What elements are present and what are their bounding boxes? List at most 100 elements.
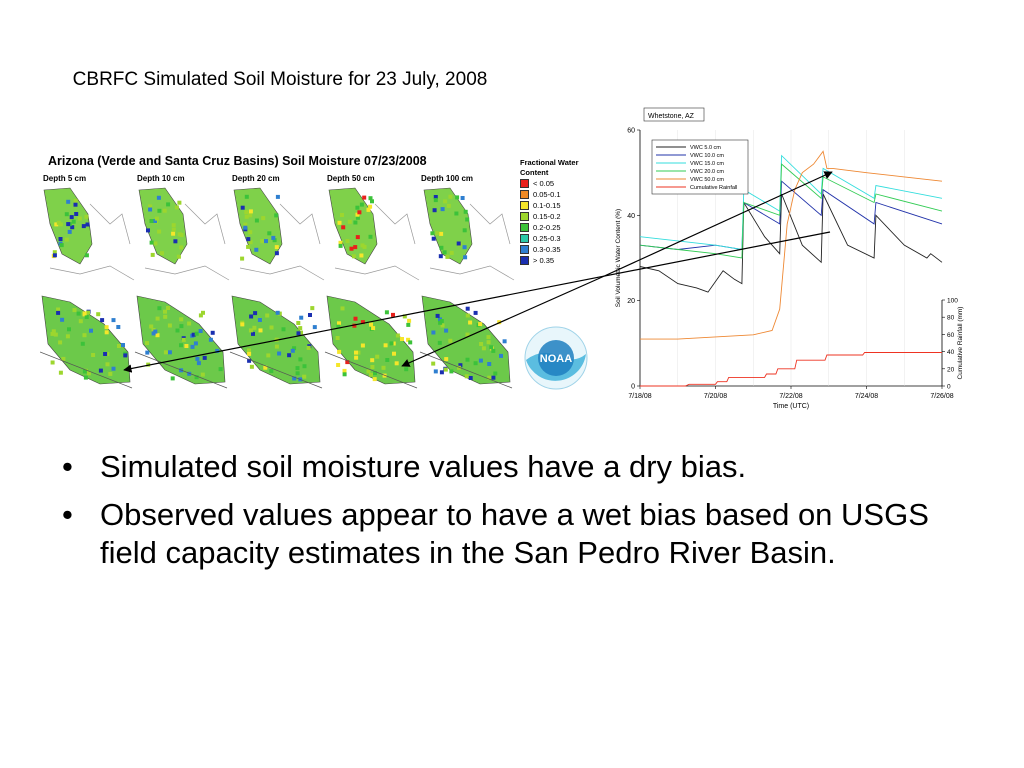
moisture-cell xyxy=(468,320,473,325)
moisture-cell xyxy=(468,376,473,380)
moisture-cell xyxy=(355,235,360,240)
moisture-cell xyxy=(153,329,158,334)
moisture-cell xyxy=(146,228,150,233)
moisture-cell xyxy=(254,247,259,252)
moisture-cell xyxy=(381,365,386,370)
moisture-cell xyxy=(111,318,116,323)
moisture-cell xyxy=(156,195,161,200)
moisture-cell xyxy=(302,374,307,379)
moisture-cell xyxy=(439,370,444,375)
x-tick-label: 7/20/08 xyxy=(704,393,727,400)
moisture-cell xyxy=(463,209,468,214)
moisture-cell xyxy=(218,367,223,372)
moisture-cell xyxy=(83,375,88,380)
moisture-cell xyxy=(473,361,478,366)
depth-label-5cm: Depth 5 cm xyxy=(43,174,87,183)
legend-label: 0.25-0.3 xyxy=(533,234,561,243)
moisture-cell xyxy=(368,234,373,239)
basin-map-panel xyxy=(229,187,325,389)
x-tick-label: 7/24/08 xyxy=(855,393,878,400)
moisture-cell xyxy=(298,357,303,362)
bullet-wet-bias: Observed values appear to have a wet bia… xyxy=(58,496,958,572)
moisture-cell xyxy=(157,306,162,311)
moisture-cell xyxy=(254,218,259,223)
moisture-cell xyxy=(145,341,149,346)
moisture-cell xyxy=(295,371,300,376)
moisture-cell xyxy=(456,241,461,246)
moisture-cell xyxy=(59,243,64,248)
moisture-cell xyxy=(275,310,280,315)
legend-item: 0.05-0.1 xyxy=(520,189,600,200)
moisture-cell xyxy=(265,313,270,318)
legend-title: Fractional Water Content xyxy=(520,158,579,177)
bullet-list: Simulated soil moisture values have a dr… xyxy=(58,448,958,582)
moisture-cell xyxy=(200,372,205,377)
basin-map-panel xyxy=(40,187,135,389)
moisture-cell xyxy=(449,369,454,374)
chart-legend-label: Cumulative Rainfall xyxy=(690,185,737,191)
moisture-cell xyxy=(86,371,91,376)
moisture-cell xyxy=(70,225,75,230)
moisture-cell xyxy=(179,343,183,348)
moisture-cell xyxy=(347,219,352,224)
legend-label: 0.15-0.2 xyxy=(533,212,561,221)
moisture-cell xyxy=(486,340,491,345)
moisture-cell xyxy=(149,219,154,223)
moisture-cell xyxy=(491,375,496,380)
moisture-cell xyxy=(176,254,181,259)
moisture-cell xyxy=(366,369,371,374)
x-tick-label: 7/18/08 xyxy=(628,393,651,400)
soil-moisture-maps xyxy=(40,187,515,389)
moisture-cell xyxy=(111,366,116,371)
moisture-cell xyxy=(248,209,253,214)
moisture-cell xyxy=(497,320,502,325)
moisture-cell xyxy=(439,231,444,236)
moisture-cell xyxy=(342,368,347,373)
moisture-cell xyxy=(389,341,394,346)
y2-tick-label: 20 xyxy=(947,366,955,373)
moisture-cell xyxy=(430,231,435,236)
moisture-cell xyxy=(368,196,373,201)
y2-tick-label: 40 xyxy=(947,349,955,356)
moisture-cell xyxy=(65,334,70,339)
moisture-cell xyxy=(340,213,344,217)
moisture-cell xyxy=(253,311,258,316)
y-tick-label: 20 xyxy=(627,298,635,305)
legend-label: 0.2-0.25 xyxy=(533,223,561,232)
moisture-cell xyxy=(76,311,81,316)
legend-swatch xyxy=(520,256,529,265)
series-line xyxy=(640,352,942,387)
moisture-cell xyxy=(187,371,192,376)
depth-label-10cm: Depth 10 cm xyxy=(137,174,185,183)
moisture-cell xyxy=(53,332,58,337)
moisture-cell xyxy=(64,212,69,217)
moisture-cell xyxy=(50,331,55,336)
moisture-cell xyxy=(91,353,96,357)
moisture-cell xyxy=(444,328,449,333)
moisture-cell xyxy=(296,331,301,336)
river-line xyxy=(429,265,515,281)
moisture-cell xyxy=(312,325,317,330)
moisture-cell xyxy=(171,227,176,232)
moisture-cell xyxy=(240,205,245,210)
moisture-cell xyxy=(187,321,192,326)
moisture-cell xyxy=(96,312,101,317)
moisture-cell xyxy=(69,215,74,220)
river-line xyxy=(184,203,226,245)
moisture-cell xyxy=(56,307,61,312)
river-line xyxy=(239,265,325,281)
moisture-cell xyxy=(493,371,498,376)
moisture-cell xyxy=(73,202,78,207)
moisture-cell xyxy=(431,330,436,335)
moisture-cell xyxy=(308,313,312,317)
moisture-cell xyxy=(104,330,109,335)
moisture-cell xyxy=(335,336,340,340)
legend-swatch xyxy=(520,212,529,221)
moisture-cell xyxy=(179,324,184,329)
moisture-cell xyxy=(299,315,304,320)
moisture-cell xyxy=(349,246,354,251)
y2-axis-label: Cumulative Rainfall (mm) xyxy=(957,307,964,380)
moisture-cell xyxy=(336,363,341,367)
moisture-cell xyxy=(355,205,360,210)
slide-title: CBRFC Simulated Soil Moisture for 23 Jul… xyxy=(72,69,488,90)
